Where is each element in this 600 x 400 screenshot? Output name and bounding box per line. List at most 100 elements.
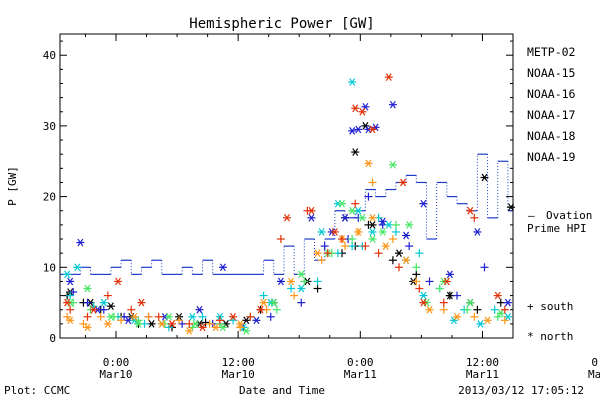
north-point <box>402 256 411 265</box>
x-tick-label-date: Mar11 <box>344 368 377 381</box>
x-axis-label: Date and Time <box>239 384 325 397</box>
south-point <box>297 298 306 307</box>
south-point <box>415 249 424 258</box>
north-point <box>381 242 390 250</box>
south-point <box>337 235 346 244</box>
south-point <box>313 284 322 293</box>
south-point <box>368 178 377 187</box>
south-point <box>205 319 214 328</box>
south-point <box>470 312 479 321</box>
north-point <box>388 160 397 169</box>
north-point <box>167 320 176 328</box>
north-point <box>368 221 377 229</box>
south-point <box>63 312 72 321</box>
y-tick-label: 40 <box>43 49 56 62</box>
north-point <box>164 312 173 321</box>
legend-symbol-key: * north <box>527 330 573 343</box>
legend-entry: NOAA-16 <box>527 87 576 101</box>
north-point <box>348 127 357 135</box>
y-tick-label: 20 <box>43 191 56 204</box>
north-point <box>198 323 207 332</box>
north-point <box>368 228 377 236</box>
north-point <box>236 320 245 328</box>
north-point <box>368 125 377 134</box>
legend: METP-02 NOAA-15 NOAA-16 NOAA-17 NOAA-18 NOAA-… <box>527 45 592 343</box>
north-point <box>157 320 166 328</box>
south-point <box>185 319 194 328</box>
north-point <box>354 125 363 134</box>
x-tick-label-time: 0:00 <box>103 356 130 369</box>
south-point <box>493 312 502 321</box>
north-point <box>493 291 502 300</box>
legend-ovation-label: Prime HPI <box>527 222 587 235</box>
south-point <box>348 242 357 251</box>
south-point <box>175 316 184 325</box>
north-point <box>73 263 82 272</box>
north-point <box>287 277 296 286</box>
x-tick-label-time: 12:00 <box>466 356 499 369</box>
y-tick-label: 10 <box>43 261 56 274</box>
north-point <box>384 73 393 81</box>
south-point <box>394 263 403 272</box>
south-point <box>215 316 224 325</box>
north-point <box>307 213 316 222</box>
north-point <box>252 316 261 325</box>
north-point <box>106 302 115 311</box>
legend-entry: METP-02 <box>527 45 575 59</box>
north-point <box>83 284 92 293</box>
south-point <box>144 312 153 321</box>
south-point <box>496 298 505 307</box>
south-point <box>500 316 509 325</box>
south-point <box>364 192 373 201</box>
north-point <box>473 228 482 236</box>
south-point <box>388 235 397 244</box>
north-point <box>419 298 428 307</box>
south-point <box>154 312 163 321</box>
north-point <box>419 291 428 300</box>
chart-title: Hemispheric Power [GW] <box>189 16 374 32</box>
south-point <box>276 235 285 244</box>
south-point <box>300 277 309 286</box>
south-point <box>435 284 444 293</box>
y-tick-label: 30 <box>43 120 56 133</box>
north-point <box>259 298 268 307</box>
north-point <box>394 249 403 258</box>
south-point <box>83 312 92 321</box>
north-point <box>188 312 197 321</box>
north-point <box>399 178 408 187</box>
south-point <box>66 305 75 314</box>
south-point <box>198 312 207 321</box>
north-point <box>445 291 454 300</box>
x-tick-label-date: Mar10 <box>222 368 255 381</box>
north-point <box>388 100 397 109</box>
north-point <box>283 213 292 222</box>
north-point <box>83 323 92 332</box>
legend-entry: NOAA-19 <box>527 150 576 164</box>
south-point <box>348 235 357 244</box>
y-tick-label: 0 <box>49 332 56 345</box>
south-point <box>374 249 383 258</box>
north-point <box>147 320 156 328</box>
north-point <box>317 228 326 236</box>
x-tick-label-date: Mar11 <box>466 368 499 381</box>
north-point <box>99 298 108 307</box>
north-point <box>269 298 278 307</box>
south-point <box>361 242 370 251</box>
south-point <box>320 242 329 251</box>
north-point <box>378 217 387 226</box>
south-point <box>79 319 88 328</box>
north-point <box>76 238 85 247</box>
y-axis: 0 10 20 30 40 <box>43 40 513 345</box>
north-point <box>297 284 306 293</box>
south-point <box>473 305 482 314</box>
south-point <box>83 298 92 307</box>
x-axis: 0:00Mar1012:00Mar100:00Mar1112:00Mar110:… <box>84 34 600 381</box>
south-point <box>500 305 509 314</box>
north-point <box>384 221 393 229</box>
data-points <box>63 73 515 335</box>
north-point <box>364 159 373 168</box>
footer-plot-credit: Plot: CCMC <box>4 384 70 397</box>
north-point <box>496 309 505 318</box>
legend-symbol-key: + south <box>527 300 573 313</box>
